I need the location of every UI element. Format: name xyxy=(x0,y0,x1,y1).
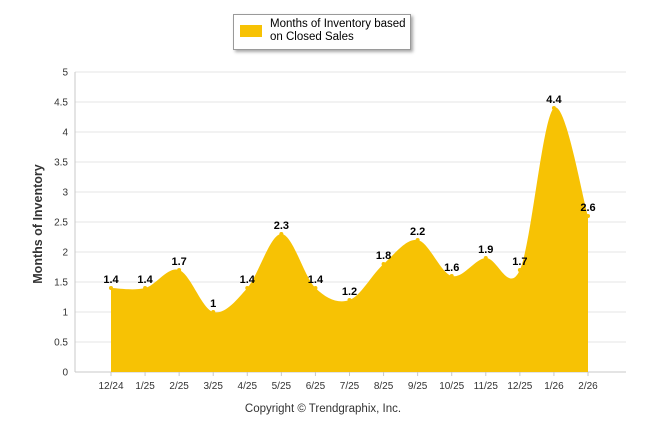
x-tick-label: 9/25 xyxy=(408,381,428,392)
x-tick-label: 7/25 xyxy=(340,381,360,392)
y-tick-label: 4.5 xyxy=(54,98,68,109)
x-tick-label: 4/25 xyxy=(238,381,258,392)
data-point[interactable] xyxy=(279,232,284,236)
x-tick-label: 12/24 xyxy=(98,381,123,392)
legend[interactable]: Months of Inventory based on Closed Sale… xyxy=(233,14,411,50)
legend-label: Months of Inventory based on Closed Sale… xyxy=(270,18,406,43)
x-axis-ticks: 12/24 1/25 2/25 3/25 4/25 5/25 6/25 7/25 8/25 9/2… xyxy=(98,372,598,392)
x-tick-label: 2/25 xyxy=(169,381,189,392)
data-point[interactable] xyxy=(211,310,216,314)
data-point[interactable] xyxy=(551,106,556,110)
series-area-fill xyxy=(111,107,588,372)
data-label: 1 xyxy=(210,298,216,310)
data-point[interactable] xyxy=(483,256,488,260)
y-tick-label: 3 xyxy=(62,188,68,199)
data-point[interactable] xyxy=(449,274,454,278)
y-tick-label: 0.5 xyxy=(54,338,68,349)
x-tick-label: 2/26 xyxy=(578,381,598,392)
data-label: 2.3 xyxy=(274,220,289,232)
x-tick-label: 8/25 xyxy=(374,381,394,392)
y-tick-label: 2 xyxy=(62,248,68,259)
data-point[interactable] xyxy=(245,286,250,290)
y-tick-label: 1 xyxy=(62,308,68,319)
data-point[interactable] xyxy=(586,214,590,218)
y-tick-label: 1.5 xyxy=(54,278,68,289)
data-point[interactable] xyxy=(347,298,352,302)
y-tick-label: 2.5 xyxy=(54,218,68,229)
series-area xyxy=(109,106,590,372)
data-label: 1.2 xyxy=(342,286,357,298)
data-point[interactable] xyxy=(517,268,522,272)
x-tick-label: 3/25 xyxy=(203,381,223,392)
x-tick-label: 1/25 xyxy=(135,381,155,392)
data-label: 1.4 xyxy=(137,274,153,286)
data-label: 2.2 xyxy=(410,226,425,238)
data-label: 1.7 xyxy=(512,256,527,268)
data-point[interactable] xyxy=(381,262,386,266)
data-label: 1.4 xyxy=(308,274,324,286)
x-tick-label: 10/25 xyxy=(439,381,464,392)
y-tick-label: 0 xyxy=(62,368,68,379)
x-tick-label: 6/25 xyxy=(306,381,326,392)
data-labels: 1.4 1.4 1.7 1 1.4 2.3 1.4 1.2 1.8 2.2 1.6 1.9 1.7 4.4… xyxy=(103,94,595,310)
y-tick-label: 5 xyxy=(62,68,68,79)
data-label: 4.4 xyxy=(546,94,562,106)
data-label: 1.4 xyxy=(240,274,256,286)
data-point[interactable] xyxy=(415,238,420,242)
y-tick-label: 4 xyxy=(62,128,68,139)
data-label: 1.6 xyxy=(444,262,459,274)
copyright-text: Copyright © Trendgraphix, Inc. xyxy=(244,403,402,415)
y-axis-ticks: 0 0.5 1 1.5 2 2.5 3 3.5 4 4.5 5 xyxy=(54,68,68,379)
x-tick-label: 12/25 xyxy=(507,381,532,392)
data-point[interactable] xyxy=(177,268,182,272)
data-point[interactable] xyxy=(313,286,318,290)
data-point[interactable] xyxy=(109,286,113,290)
y-axis-title: Months of Inventory xyxy=(31,164,45,284)
data-label: 1.9 xyxy=(478,244,493,256)
data-point[interactable] xyxy=(143,286,148,290)
x-tick-label: 1/26 xyxy=(544,381,564,392)
data-label: 2.6 xyxy=(580,202,595,214)
x-tick-label: 11/25 xyxy=(474,381,499,392)
y-tick-label: 3.5 xyxy=(54,158,68,169)
legend-swatch xyxy=(240,25,262,37)
data-label: 1.8 xyxy=(376,250,391,262)
data-label: 1.7 xyxy=(171,256,186,268)
x-tick-label: 5/25 xyxy=(272,381,292,392)
data-label: 1.4 xyxy=(103,274,119,286)
